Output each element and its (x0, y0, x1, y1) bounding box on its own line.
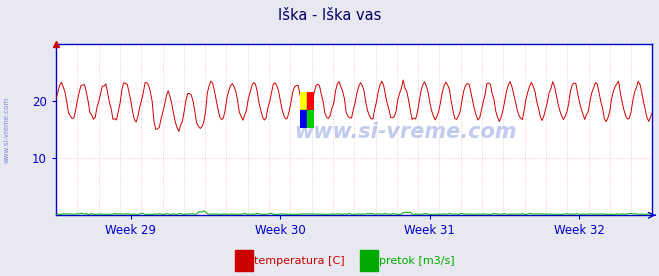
Text: temperatura [C]: temperatura [C] (254, 256, 345, 266)
Bar (307, 92, 314, 110)
Text: www.si-vreme.com: www.si-vreme.com (295, 122, 517, 142)
Text: Iška - Iška vas: Iška - Iška vas (278, 8, 381, 23)
Text: www.si-vreme.com: www.si-vreme.com (3, 97, 10, 163)
Bar (300, 92, 307, 110)
Bar (300, 110, 307, 128)
Text: pretok [m3/s]: pretok [m3/s] (379, 256, 455, 266)
Bar (307, 110, 314, 128)
